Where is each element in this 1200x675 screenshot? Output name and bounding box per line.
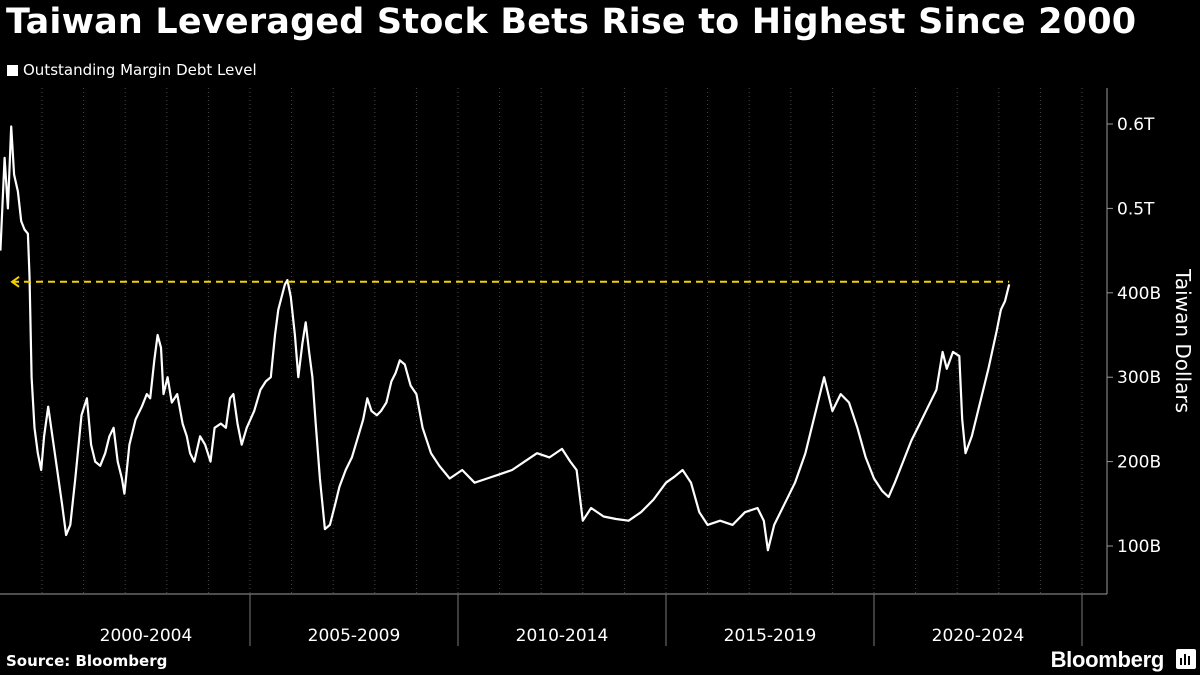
- y-tick-label-4: 0.5T: [1117, 199, 1155, 219]
- y-tick-label-0: 100B: [1117, 537, 1161, 557]
- bloomberg-terminal-icon: [1176, 649, 1196, 669]
- y-tick-label-5: 0.6T: [1117, 115, 1155, 135]
- brand-wordmark: Bloomberg: [1050, 647, 1165, 672]
- y-tick-label-3: 400B: [1117, 284, 1161, 304]
- x-tick-label-0: 2000-2004: [100, 626, 193, 646]
- chart-title: Taiwan Leveraged Stock Bets Rise to High…: [6, 2, 1137, 42]
- x-tick-label-1: 2005-2009: [308, 626, 401, 646]
- legend: Outstanding Margin Debt Level: [7, 61, 257, 79]
- y-tick-label-1: 200B: [1117, 453, 1161, 473]
- source-note: Source: Bloomberg: [6, 652, 168, 670]
- legend-swatch: [7, 64, 18, 76]
- x-tick-label-4: 2020-2024: [932, 626, 1025, 646]
- y-axis-title: Taiwan Dollars: [1171, 268, 1195, 413]
- x-tick-label-2: 2010-2014: [516, 626, 609, 646]
- series-line-margin-debt: [0, 125, 1011, 552]
- y-tick-label-2: 300B: [1117, 368, 1161, 388]
- legend-label: Outstanding Margin Debt Level: [23, 61, 257, 79]
- arrow-icon: [10, 276, 20, 288]
- x-tick-label-3: 2015-2019: [724, 626, 817, 646]
